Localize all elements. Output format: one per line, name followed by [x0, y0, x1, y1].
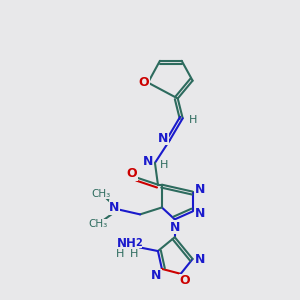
Text: N: N — [195, 254, 206, 266]
Text: 2: 2 — [135, 238, 142, 248]
Text: N: N — [143, 155, 153, 168]
Text: N: N — [195, 207, 206, 220]
Text: N: N — [169, 221, 180, 234]
Text: N: N — [158, 132, 168, 145]
Text: H: H — [130, 249, 138, 259]
Text: O: O — [127, 167, 137, 180]
Text: NH: NH — [117, 237, 137, 250]
Text: H: H — [188, 115, 197, 125]
Text: H: H — [160, 160, 168, 170]
Text: N: N — [109, 201, 119, 214]
Text: O: O — [139, 76, 149, 89]
Text: N: N — [151, 269, 161, 282]
Text: CH₃: CH₃ — [89, 219, 108, 229]
Text: CH₃: CH₃ — [92, 189, 111, 199]
Text: O: O — [179, 274, 190, 287]
Text: H: H — [116, 249, 124, 259]
Text: N: N — [195, 183, 206, 196]
